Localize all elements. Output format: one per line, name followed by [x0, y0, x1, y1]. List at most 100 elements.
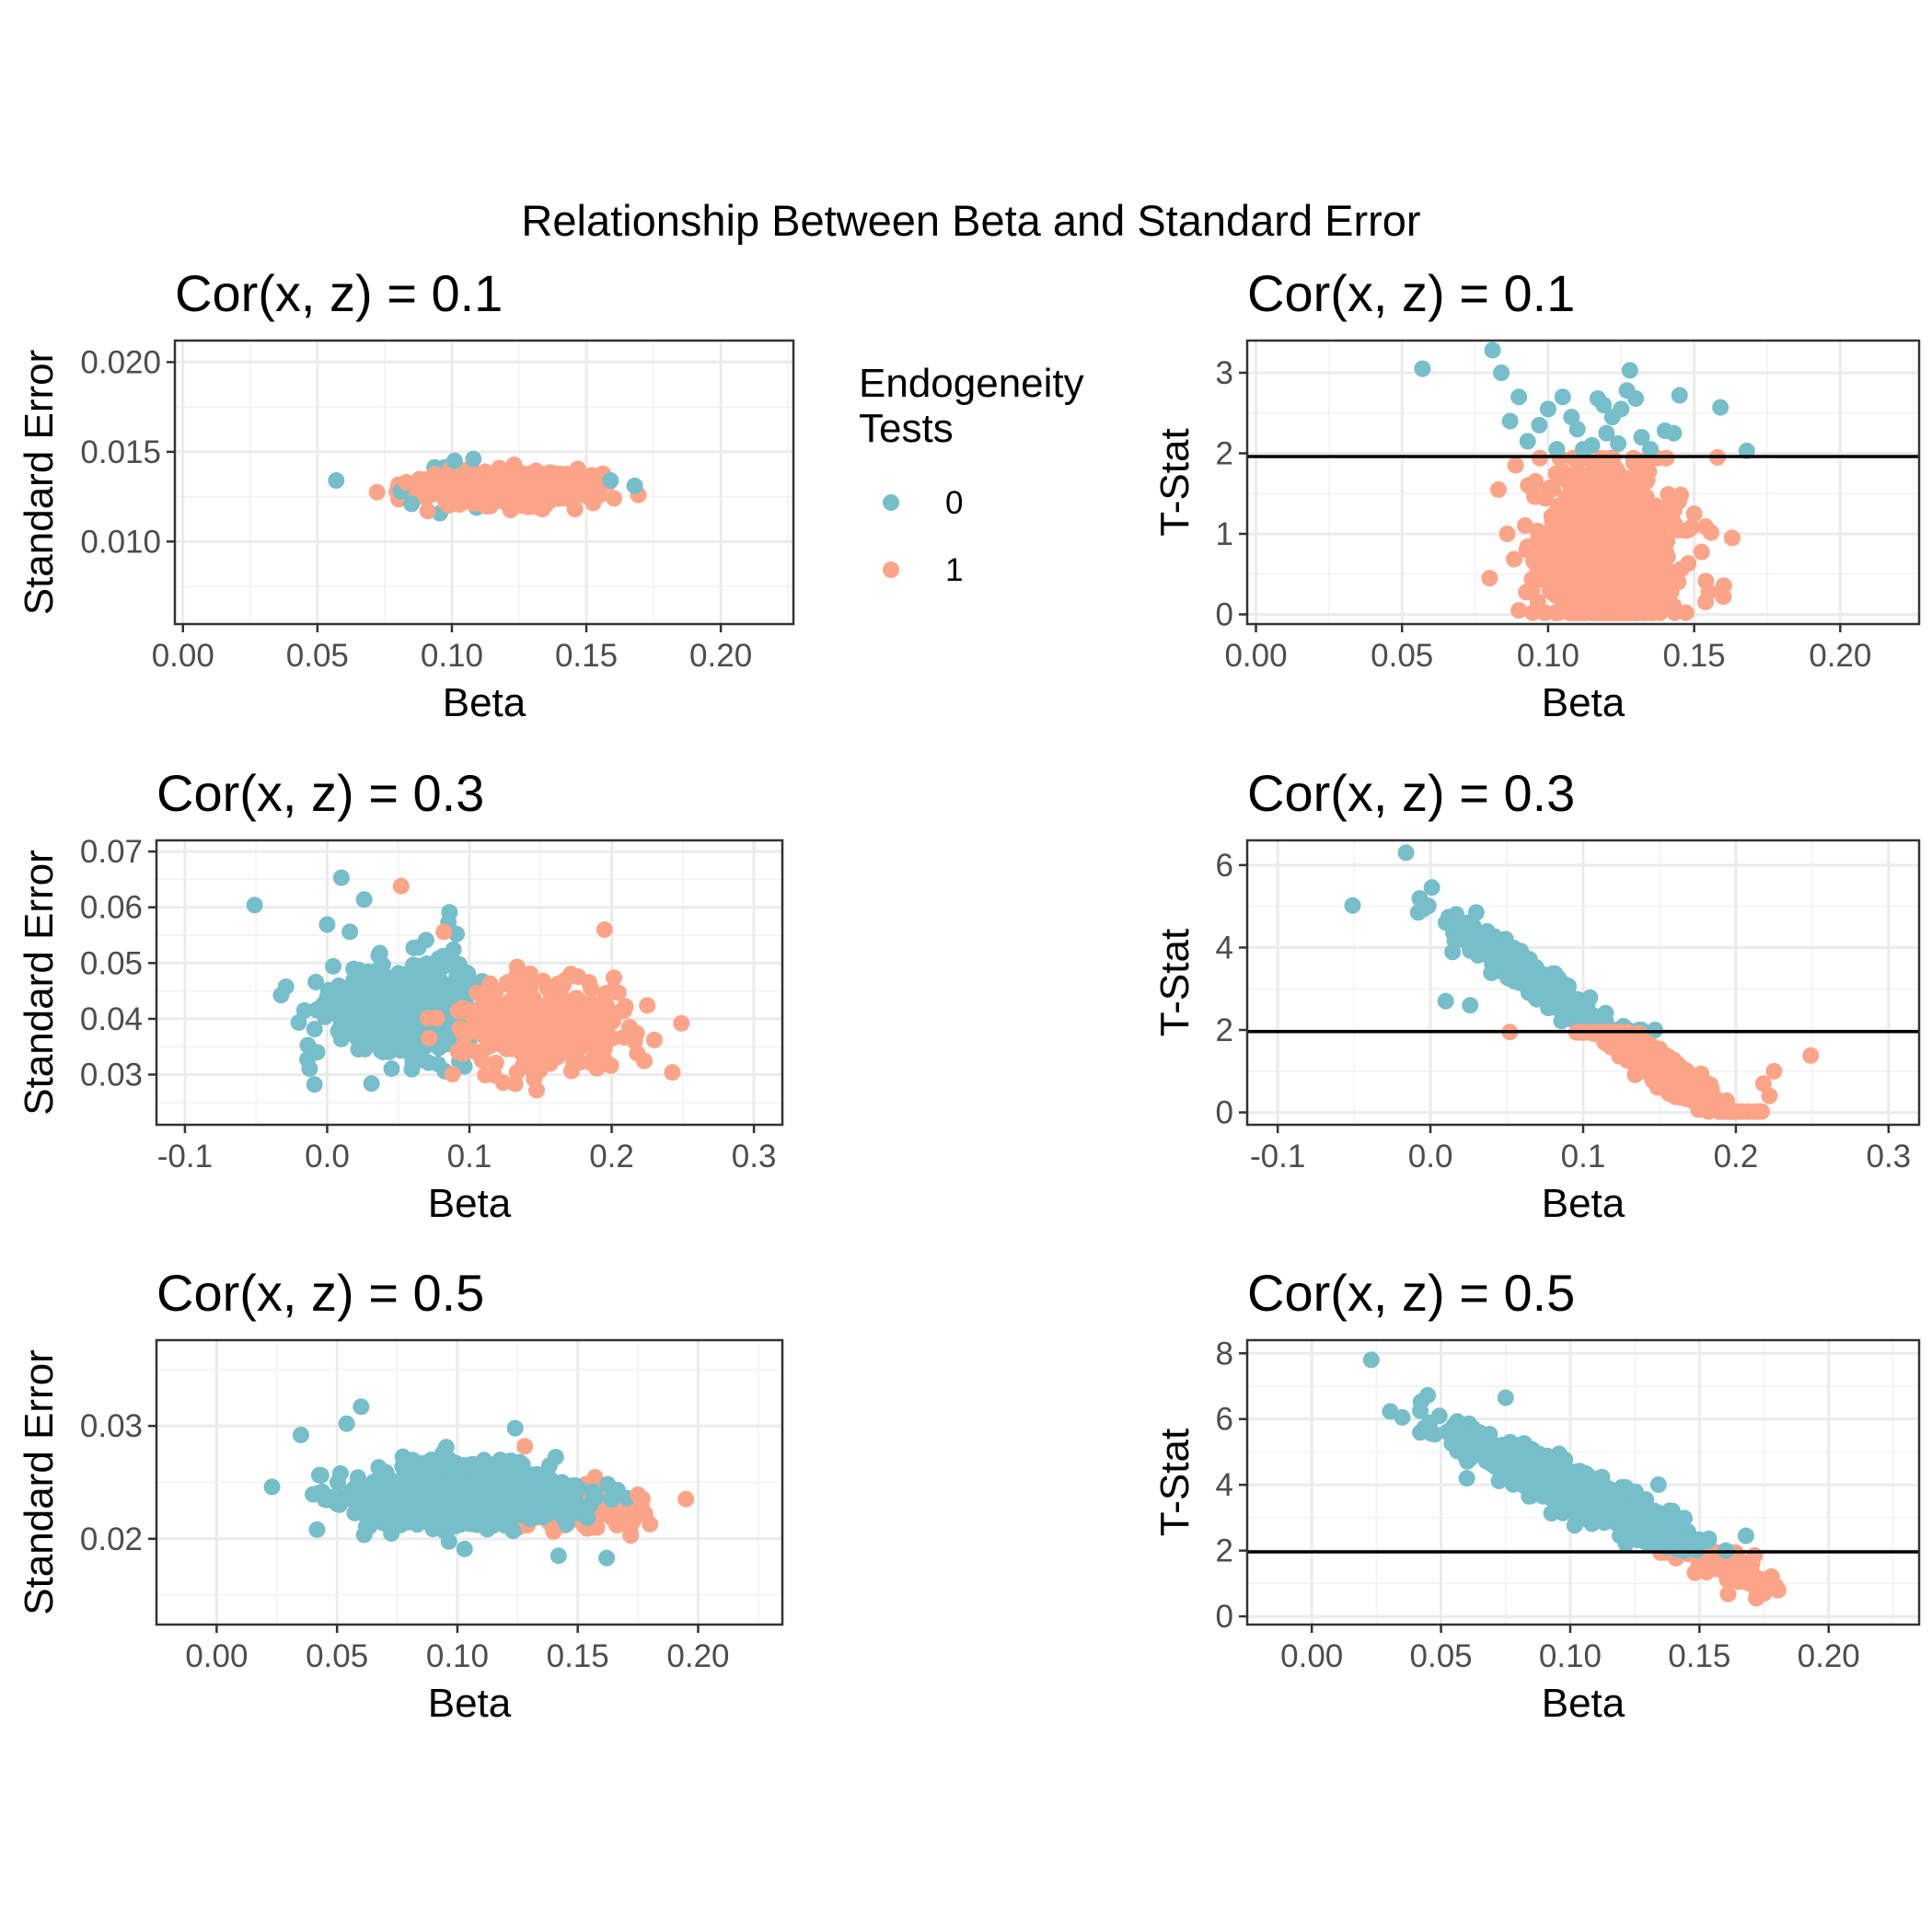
point-group-1	[1549, 569, 1567, 586]
point-group-0	[410, 939, 427, 956]
point-group-0	[418, 954, 435, 972]
point-group-1	[559, 465, 576, 482]
point-group-1	[1561, 604, 1579, 621]
point-group-0	[350, 1040, 367, 1058]
point-group-1	[677, 1490, 695, 1508]
point-group-1	[596, 1038, 613, 1056]
point-group-0	[1497, 956, 1514, 974]
point-group-1	[543, 1045, 561, 1062]
x-tick-label: 0.3	[1866, 1139, 1911, 1174]
point-group-0	[308, 1521, 326, 1538]
y-tick-label: 4	[1216, 930, 1233, 966]
point-group-0	[246, 897, 263, 914]
point-group-0	[1437, 992, 1454, 1010]
point-group-1	[423, 478, 441, 495]
point-group-1	[1547, 538, 1565, 555]
y-tick-label: 6	[1216, 848, 1233, 884]
x-tick-label: -0.1	[1250, 1139, 1305, 1174]
point-group-1	[1624, 469, 1641, 487]
y-tick-label: 0.07	[80, 834, 143, 870]
point-group-0	[332, 869, 350, 886]
point-group-1	[1616, 1026, 1634, 1044]
point-group-1	[571, 1054, 588, 1071]
point-group-0	[277, 978, 295, 995]
point-group-1	[501, 977, 518, 994]
point-group-0	[1462, 933, 1479, 951]
point-group-0	[306, 1021, 323, 1038]
panel-1: 0.00 0.05 0.10 0.15 0.200.0100.0150.020Cor(x…	[17, 264, 795, 725]
point-group-0	[1501, 412, 1519, 430]
point-group-0	[406, 1045, 423, 1062]
point-group-0	[330, 1023, 347, 1040]
x-tick-label: 0.2	[1714, 1139, 1759, 1174]
point-group-1	[1802, 1047, 1820, 1064]
point-group-0	[1467, 904, 1485, 921]
x-tick-label: 0.00	[152, 638, 214, 674]
point-group-1	[1530, 528, 1547, 546]
point-group-0	[446, 982, 464, 1000]
point-group-1	[444, 1066, 461, 1083]
point-group-1	[1489, 480, 1507, 498]
point-group-0	[324, 957, 341, 975]
point-group-1	[591, 486, 608, 503]
point-group-1	[398, 474, 415, 491]
point-group-1	[522, 978, 539, 996]
point-group-0	[403, 495, 421, 513]
x-tick-label: -0.1	[157, 1139, 213, 1174]
point-group-0	[437, 1439, 455, 1456]
point-group-1	[639, 997, 656, 1014]
point-group-1	[1510, 602, 1528, 619]
point-group-0	[375, 1043, 392, 1060]
point-group-1	[534, 479, 551, 496]
point-group-1	[1750, 1103, 1767, 1120]
point-group-0	[355, 891, 373, 908]
point-group-1	[1627, 545, 1645, 562]
x-tick-label: 0.2	[589, 1139, 634, 1174]
point-group-1	[469, 493, 487, 511]
point-group-1	[546, 991, 563, 1009]
point-group-1	[1581, 563, 1599, 581]
panels: 0.00 0.05 0.10 0.15 0.200.0100.0150.020Cor(x…	[17, 264, 1921, 1726]
point-group-1	[1600, 492, 1617, 509]
x-tick-label: 0.05	[1371, 638, 1433, 674]
point-group-0	[350, 972, 367, 989]
point-group-0	[383, 1060, 400, 1078]
point-group-1	[419, 503, 436, 520]
x-tick-label: 0.20	[1809, 638, 1871, 674]
point-group-1	[1671, 1079, 1688, 1096]
y-tick-label: 0.015	[80, 434, 161, 470]
x-tick-label: 0.00	[1224, 638, 1287, 674]
point-group-0	[383, 994, 400, 1012]
point-group-1	[604, 982, 621, 1000]
point-group-1	[1481, 570, 1498, 587]
point-group-1	[1524, 604, 1542, 621]
point-group-0	[1583, 436, 1601, 454]
point-group-1	[566, 501, 584, 518]
panel-3: -0.1 0.0 0.1 0.2 0.30.030.040.050.060.07Cor(…	[17, 764, 784, 1226]
points	[328, 450, 647, 522]
point-group-1	[1602, 579, 1620, 596]
point-group-1	[1630, 485, 1648, 503]
x-tick-label: 0.0	[1408, 1139, 1453, 1174]
point-group-1	[596, 920, 613, 938]
point-group-0	[445, 452, 463, 469]
point-group-1	[1726, 1103, 1743, 1120]
panel-title: Cor(x, z) = 0.3	[156, 764, 484, 822]
point-group-0	[1493, 364, 1510, 381]
point-group-0	[1478, 922, 1496, 940]
point-group-1	[1680, 521, 1697, 538]
point-group-0	[299, 1051, 317, 1069]
y-tick-label: 0.05	[80, 945, 143, 981]
point-group-0	[404, 1024, 422, 1042]
point-group-1	[1680, 555, 1697, 573]
point-group-0	[363, 1075, 380, 1093]
point-group-1	[1654, 547, 1672, 564]
point-group-0	[1627, 390, 1645, 407]
x-tick-label: 0.3	[732, 1139, 777, 1174]
point-group-1	[455, 1002, 472, 1020]
point-group-1	[603, 1013, 620, 1031]
point-group-1	[628, 1024, 645, 1042]
point-group-1	[1517, 517, 1534, 535]
